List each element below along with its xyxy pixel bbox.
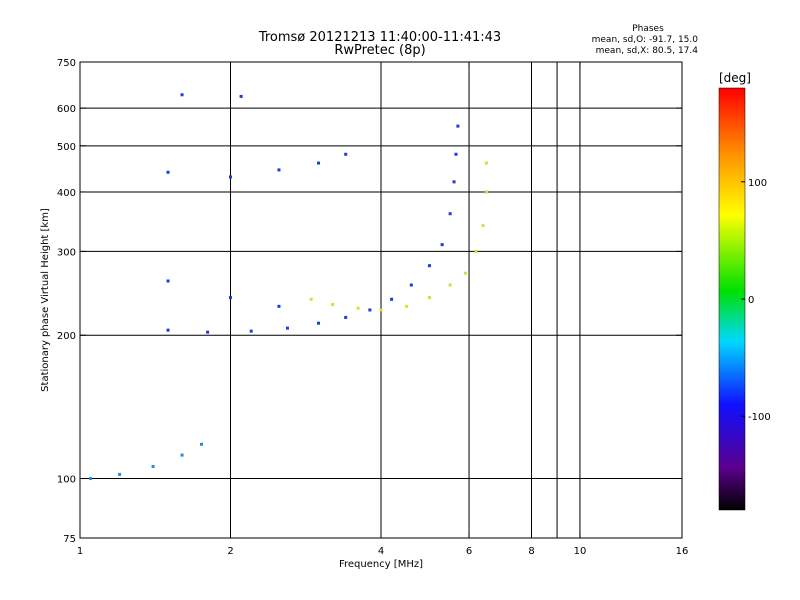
- data-point: [368, 308, 372, 312]
- phase-stats: Phases mean, sd,O: -91.7, 15.0 mean, sd,…: [592, 24, 699, 56]
- data-point: [89, 477, 93, 481]
- data-point: [474, 249, 478, 253]
- plot-frame: [79, 61, 683, 539]
- data-point: [200, 442, 204, 446]
- x-tick-label: 16: [676, 546, 689, 557]
- chart-subtitle: RwPretec (8p): [334, 43, 425, 58]
- x-tick-label: 10: [574, 546, 587, 557]
- colorbar-gradient: [718, 87, 746, 511]
- data-point: [151, 464, 155, 468]
- data-point: [229, 175, 232, 179]
- y-tick-label: 200: [57, 331, 76, 342]
- colorbar-tick-label: 0: [748, 295, 754, 306]
- data-point: [440, 243, 444, 247]
- data-point: [344, 152, 348, 156]
- data-point: [229, 296, 232, 300]
- x-tick-label: 2: [227, 546, 233, 557]
- data-point: [277, 304, 281, 308]
- data-point: [463, 271, 467, 275]
- data-point: [317, 321, 321, 325]
- y-tick-label: 300: [57, 247, 76, 258]
- data-point: [166, 328, 170, 332]
- data-point: [309, 297, 313, 301]
- data-point: [448, 283, 452, 287]
- data-point: [166, 279, 170, 283]
- data-point: [390, 297, 394, 301]
- x-tick-label: 6: [466, 546, 472, 557]
- data-point: [427, 264, 431, 268]
- data-point: [356, 306, 360, 310]
- y-tick-label: 75: [63, 534, 76, 545]
- data-point: [206, 330, 210, 334]
- data-point: [166, 170, 170, 174]
- x-tick-label: 1: [77, 546, 83, 557]
- data-point: [484, 161, 488, 165]
- chart-title-block: Tromsø 20121213 11:40:00-11:41:43 RwPret…: [258, 30, 501, 58]
- data-point: [427, 296, 431, 300]
- data-point: [180, 453, 184, 457]
- colorbar-ticks: 100 0 -100: [741, 178, 771, 423]
- data-point: [454, 152, 458, 156]
- data-point: [285, 326, 289, 330]
- y-tick-label: 600: [57, 104, 76, 115]
- data-point: [481, 224, 485, 228]
- data-point: [484, 190, 488, 194]
- chart-title: Tromsø 20121213 11:40:00-11:41:43: [258, 30, 501, 45]
- phase-stats-o-mode: mean, sd,O: -91.7, 15.0: [592, 35, 699, 45]
- data-point: [409, 283, 413, 287]
- data-point: [239, 94, 243, 98]
- data-point: [452, 180, 456, 184]
- grid: [80, 62, 682, 538]
- colorbar-tick-label: 100: [748, 178, 767, 189]
- axes: 1 2 4 6 8 10 16 75 100 200 300 400 500 600 750: [57, 58, 688, 557]
- y-axis-label: Stationary phase Virtual Height [km]: [40, 208, 51, 392]
- data-points: [89, 93, 488, 481]
- colorbar: [deg] 100 0 -100: [718, 71, 771, 511]
- data-point: [180, 93, 184, 97]
- y-tick-label: 500: [57, 142, 76, 153]
- phase-stats-x-mode: mean, sd,X: 80.5, 17.4: [596, 46, 699, 56]
- y-tick-label: 750: [57, 58, 76, 69]
- data-point: [317, 161, 321, 165]
- data-point: [344, 315, 348, 319]
- x-tick-label: 4: [378, 546, 384, 557]
- data-point: [456, 124, 460, 128]
- data-point: [379, 308, 383, 312]
- x-tick-label: 8: [528, 546, 534, 557]
- x-axis-label: Frequency [MHz]: [339, 559, 423, 570]
- data-point: [405, 304, 409, 308]
- data-point: [331, 303, 335, 307]
- data-point: [448, 212, 452, 216]
- data-point: [118, 472, 122, 476]
- colorbar-label: [deg]: [719, 71, 751, 85]
- data-point: [277, 168, 281, 172]
- data-point: [249, 329, 253, 333]
- phase-stats-heading: Phases: [632, 24, 664, 34]
- y-tick-label: 400: [57, 188, 76, 199]
- y-tick-label: 100: [57, 475, 76, 486]
- colorbar-tick-label: -100: [748, 412, 771, 423]
